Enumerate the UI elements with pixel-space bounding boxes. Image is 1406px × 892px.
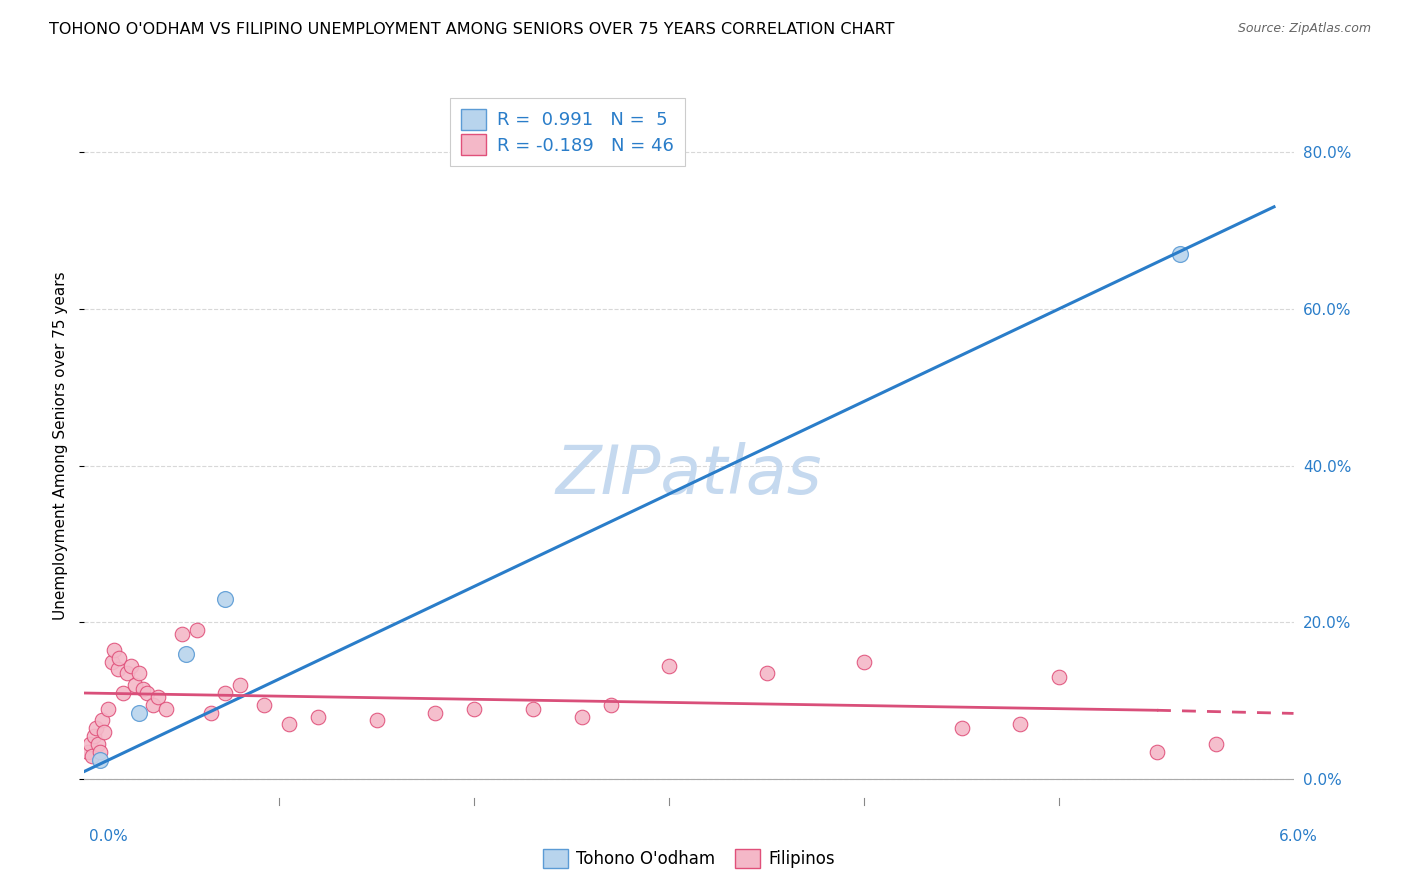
Point bbox=[366, 714, 388, 728]
Point bbox=[108, 650, 131, 665]
Point bbox=[89, 753, 111, 767]
Point bbox=[174, 647, 197, 661]
Point bbox=[90, 714, 112, 728]
Point bbox=[1049, 670, 1071, 684]
Point bbox=[253, 698, 276, 712]
Point bbox=[307, 709, 329, 723]
Point bbox=[155, 702, 177, 716]
Point bbox=[571, 709, 593, 723]
Point bbox=[83, 729, 105, 743]
Point bbox=[89, 745, 111, 759]
Point bbox=[124, 678, 146, 692]
Point bbox=[1205, 737, 1227, 751]
Point bbox=[853, 655, 876, 669]
Point bbox=[214, 591, 236, 606]
Point bbox=[229, 678, 252, 692]
Point bbox=[82, 748, 104, 763]
Point bbox=[79, 737, 101, 751]
Point bbox=[84, 721, 107, 735]
Point bbox=[1170, 247, 1192, 261]
Point bbox=[278, 717, 301, 731]
Point bbox=[97, 702, 120, 716]
Point bbox=[107, 663, 129, 677]
Point bbox=[755, 666, 778, 681]
Point bbox=[658, 658, 681, 673]
Text: TOHONO O'ODHAM VS FILIPINO UNEMPLOYMENT AMONG SENIORS OVER 75 YEARS CORRELATION : TOHONO O'ODHAM VS FILIPINO UNEMPLOYMENT … bbox=[49, 22, 894, 37]
Point bbox=[214, 686, 236, 700]
Y-axis label: Unemployment Among Seniors over 75 years: Unemployment Among Seniors over 75 years bbox=[53, 272, 69, 620]
Legend: Tohono O'odham, Filipinos: Tohono O'odham, Filipinos bbox=[534, 840, 844, 877]
Point bbox=[87, 737, 110, 751]
Point bbox=[128, 706, 150, 720]
Text: ZIPatlas: ZIPatlas bbox=[555, 442, 823, 508]
Point bbox=[77, 745, 100, 759]
Point bbox=[463, 702, 485, 716]
Point bbox=[1146, 745, 1168, 759]
Point bbox=[170, 627, 193, 641]
Point bbox=[120, 658, 142, 673]
Point bbox=[186, 624, 208, 638]
Text: 6.0%: 6.0% bbox=[1278, 830, 1317, 844]
Text: Source: ZipAtlas.com: Source: ZipAtlas.com bbox=[1237, 22, 1371, 36]
Point bbox=[100, 655, 122, 669]
Point bbox=[425, 706, 447, 720]
Point bbox=[522, 702, 544, 716]
Text: 0.0%: 0.0% bbox=[89, 830, 128, 844]
Point bbox=[200, 706, 222, 720]
Point bbox=[135, 686, 157, 700]
Point bbox=[148, 690, 170, 704]
Point bbox=[103, 643, 125, 657]
Point bbox=[93, 725, 115, 739]
Point bbox=[128, 666, 150, 681]
Point bbox=[132, 682, 155, 697]
Point bbox=[600, 698, 623, 712]
Point bbox=[117, 666, 139, 681]
Point bbox=[950, 721, 973, 735]
Point bbox=[1010, 717, 1032, 731]
Point bbox=[142, 698, 165, 712]
Point bbox=[112, 686, 135, 700]
